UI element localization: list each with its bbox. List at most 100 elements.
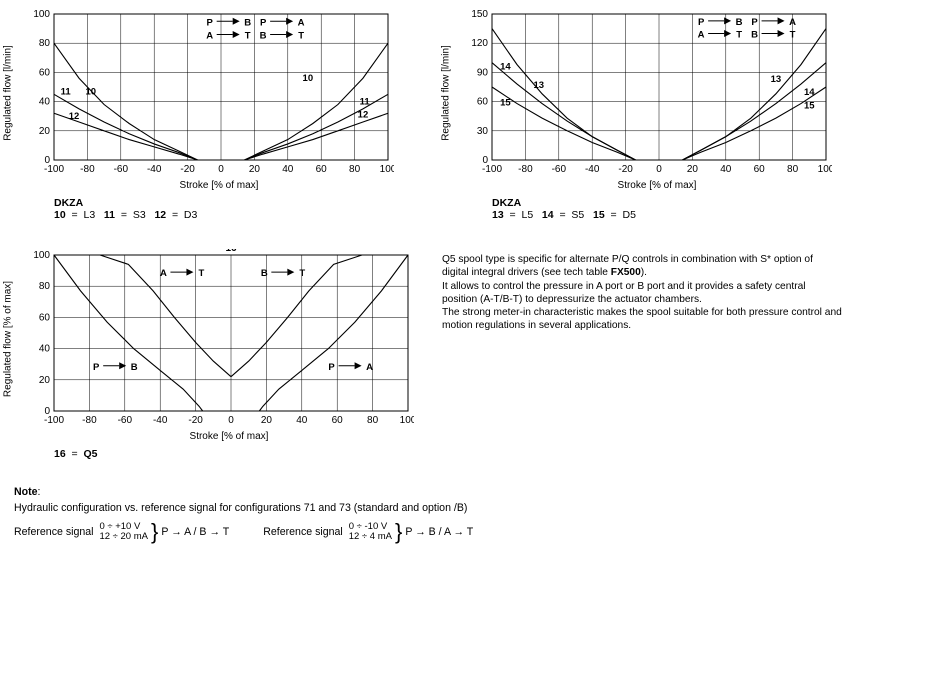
svg-text:80: 80: [39, 281, 51, 292]
svg-text:80: 80: [787, 164, 799, 175]
chart3-svg: -100-80-60-40-20020406080100020406080100…: [14, 249, 414, 429]
reference-signal-item: Reference signal 0 ÷ -10 V12 ÷ 4 mA}P → …: [263, 522, 473, 542]
svg-text:14: 14: [500, 61, 511, 72]
svg-text:11: 11: [360, 97, 371, 108]
svg-text:10: 10: [85, 86, 96, 97]
svg-text:80: 80: [367, 415, 379, 426]
chart2-ylabel: Regulated flow [l/min]: [441, 45, 452, 141]
svg-text:100: 100: [33, 250, 50, 261]
svg-text:P: P: [207, 17, 214, 28]
svg-text:T: T: [199, 268, 205, 279]
svg-text:T: T: [736, 29, 742, 40]
svg-text:60: 60: [316, 164, 328, 175]
svg-text:-80: -80: [518, 164, 533, 175]
chart3-xlabel: Stroke [% of max]: [54, 431, 404, 442]
svg-text:40: 40: [39, 344, 51, 355]
svg-text:0: 0: [44, 406, 50, 417]
svg-text:100: 100: [380, 164, 394, 175]
svg-text:20: 20: [687, 164, 699, 175]
svg-text:120: 120: [471, 38, 488, 49]
svg-text:A: A: [789, 17, 796, 28]
svg-text:30: 30: [477, 126, 489, 137]
svg-text:P: P: [698, 17, 705, 28]
chart1-svg: -100-80-60-40-20020406080100020406080100…: [14, 8, 394, 178]
svg-text:20: 20: [39, 375, 51, 386]
svg-text:20: 20: [261, 415, 273, 426]
svg-text:P: P: [260, 17, 267, 28]
reference-signal-item: Reference signal 0 ÷ +10 V12 ÷ 20 mA}P →…: [14, 522, 229, 542]
svg-text:B: B: [260, 30, 267, 41]
reference-signals: Reference signal 0 ÷ +10 V12 ÷ 20 mA}P →…: [14, 522, 916, 542]
svg-text:0: 0: [482, 155, 488, 166]
q5-description: Q5 spool type is specific for alternate …: [442, 253, 842, 333]
svg-text:A: A: [698, 29, 705, 40]
svg-text:B: B: [736, 17, 743, 28]
svg-text:0: 0: [44, 155, 50, 166]
chart3-caption: 16 = Q5: [54, 448, 414, 460]
svg-text:40: 40: [720, 164, 732, 175]
svg-text:80: 80: [39, 38, 51, 49]
svg-text:100: 100: [818, 164, 832, 175]
svg-text:-40: -40: [585, 164, 600, 175]
svg-text:-60: -60: [552, 164, 567, 175]
note-line: Hydraulic configuration vs. reference si…: [14, 502, 916, 514]
chart1-caption: DKZA 10 = L3 11 = S3 12 = D3: [54, 197, 394, 221]
chart-3: Regulated flow [% of max] -100-80-60-40-…: [14, 249, 414, 460]
svg-text:13: 13: [771, 74, 782, 85]
svg-text:T: T: [245, 30, 251, 41]
chart-2: Regulated flow [l/min] -100-80-60-40-200…: [452, 8, 832, 221]
svg-text:-80: -80: [80, 164, 95, 175]
svg-text:A: A: [206, 30, 213, 41]
svg-text:B: B: [751, 29, 758, 40]
svg-text:-80: -80: [82, 415, 97, 426]
chart2-caption: DKZA 13 = L5 14 = S5 15 = D5: [492, 197, 832, 221]
svg-text:100: 100: [400, 415, 414, 426]
svg-text:0: 0: [656, 164, 662, 175]
svg-text:P: P: [328, 362, 335, 373]
svg-text:A: A: [366, 362, 373, 373]
svg-text:14: 14: [804, 87, 815, 98]
svg-text:80: 80: [349, 164, 361, 175]
svg-text:16: 16: [225, 249, 237, 254]
note-block: Note: Hydraulic configuration vs. refere…: [14, 486, 916, 542]
svg-text:90: 90: [477, 67, 489, 78]
chart1-ylabel: Regulated flow [l/min]: [3, 45, 14, 141]
svg-text:15: 15: [500, 97, 511, 108]
chart2-svg: -100-80-60-40-20020406080100030609012015…: [452, 8, 832, 178]
chart1-xlabel: Stroke [% of max]: [54, 180, 384, 191]
chart-1: Regulated flow [l/min] -100-80-60-40-200…: [14, 8, 394, 221]
svg-text:0: 0: [228, 415, 234, 426]
svg-text:100: 100: [33, 9, 50, 20]
svg-text:40: 40: [39, 97, 51, 108]
svg-text:A: A: [298, 17, 305, 28]
svg-text:P: P: [93, 362, 100, 373]
svg-text:20: 20: [39, 126, 51, 137]
svg-text:60: 60: [39, 67, 51, 78]
svg-text:-20: -20: [180, 164, 195, 175]
svg-text:T: T: [790, 29, 796, 40]
svg-text:-60: -60: [114, 164, 129, 175]
svg-text:-40: -40: [153, 415, 168, 426]
chart3-ylabel: Regulated flow [% of max]: [3, 281, 14, 397]
chart2-xlabel: Stroke [% of max]: [492, 180, 822, 191]
svg-text:-20: -20: [188, 415, 203, 426]
svg-text:10: 10: [303, 73, 314, 84]
svg-text:B: B: [244, 17, 251, 28]
svg-text:20: 20: [249, 164, 261, 175]
svg-text:-40: -40: [147, 164, 162, 175]
svg-text:60: 60: [477, 97, 489, 108]
svg-text:T: T: [299, 268, 305, 279]
note-title: Note: [14, 486, 38, 498]
svg-text:T: T: [298, 30, 304, 41]
svg-text:12: 12: [358, 110, 369, 121]
svg-text:60: 60: [39, 312, 51, 323]
svg-text:60: 60: [332, 415, 344, 426]
svg-text:B: B: [131, 362, 138, 373]
svg-text:P: P: [751, 17, 758, 28]
svg-text:150: 150: [471, 9, 488, 20]
svg-text:40: 40: [296, 415, 308, 426]
svg-text:12: 12: [69, 111, 80, 122]
svg-text:60: 60: [754, 164, 766, 175]
svg-text:11: 11: [61, 86, 72, 97]
svg-text:-20: -20: [618, 164, 633, 175]
